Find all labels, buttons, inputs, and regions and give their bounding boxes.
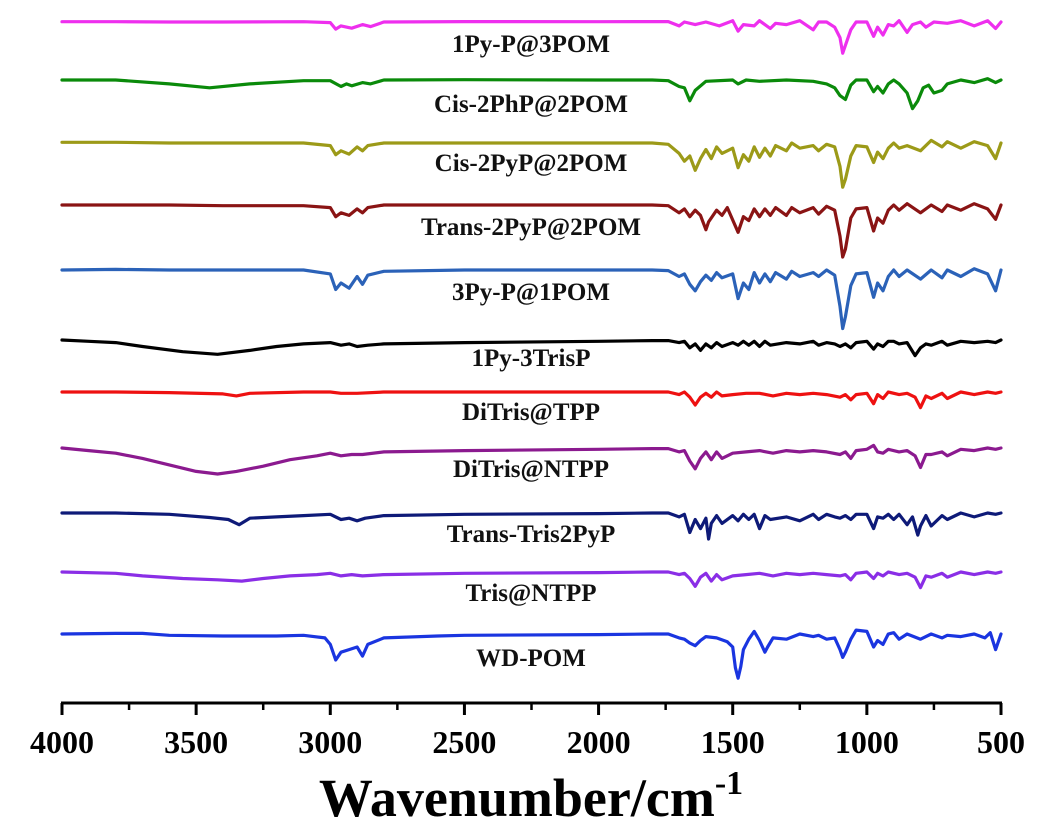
series-label: 3Py-P@1POM <box>452 279 610 306</box>
series-label: Cis-2PhP@2POM <box>434 91 628 118</box>
x-axis-title-main: Wavenumber/cm <box>319 768 715 824</box>
x-tick-label: 500 <box>977 724 1025 760</box>
series-label: WD-POM <box>476 645 586 672</box>
x-tick-label: 4000 <box>30 724 94 760</box>
spectrum-trace <box>60 570 1003 590</box>
x-tick-label: 1500 <box>701 724 765 760</box>
x-axis-title-superscript: -1 <box>715 765 743 802</box>
x-axis: 4000 3500 3000 2500 2000 1500 1000 500 <box>30 701 1025 760</box>
x-axis-title: Wavenumber/cm-1 <box>319 765 743 824</box>
spectrum-trace <box>60 77 1003 111</box>
series-label: Trans-2PyP@2POM <box>421 214 641 241</box>
spectrum-trace <box>60 443 1003 476</box>
series-label: DiTris@NTPP <box>453 456 609 483</box>
series-label: Trans-Tris2PyP <box>447 521 616 548</box>
spectrum-trace <box>60 390 1003 410</box>
x-tick-label: 2500 <box>432 724 496 760</box>
x-tick-label: 3000 <box>298 724 362 760</box>
x-tick-label: 3500 <box>164 724 228 760</box>
series-label: 1Py-P@3POM <box>452 31 610 58</box>
series-label: 1Py-3TrisP <box>472 345 591 372</box>
spectrum-trace <box>60 19 1003 55</box>
series-label: Tris@NTPP <box>465 580 596 607</box>
spectrum-trace <box>60 511 1003 541</box>
series-labels: 1Py-P@3POM Cis-2PhP@2POM Cis-2PyP@2POM Tran… <box>421 31 641 672</box>
spectrum-trace <box>60 138 1003 189</box>
x-tick-label: 1000 <box>835 724 899 760</box>
series-label: DiTris@TPP <box>462 399 600 426</box>
spectrum-trace <box>60 267 1003 331</box>
spectrum-trace <box>60 338 1003 358</box>
spectrum-trace <box>60 628 1003 680</box>
series-label: Cis-2PyP@2POM <box>435 150 628 177</box>
spectrum-trace <box>60 202 1003 259</box>
spectra-traces <box>60 19 1003 680</box>
x-tick-label: 2000 <box>567 724 631 760</box>
